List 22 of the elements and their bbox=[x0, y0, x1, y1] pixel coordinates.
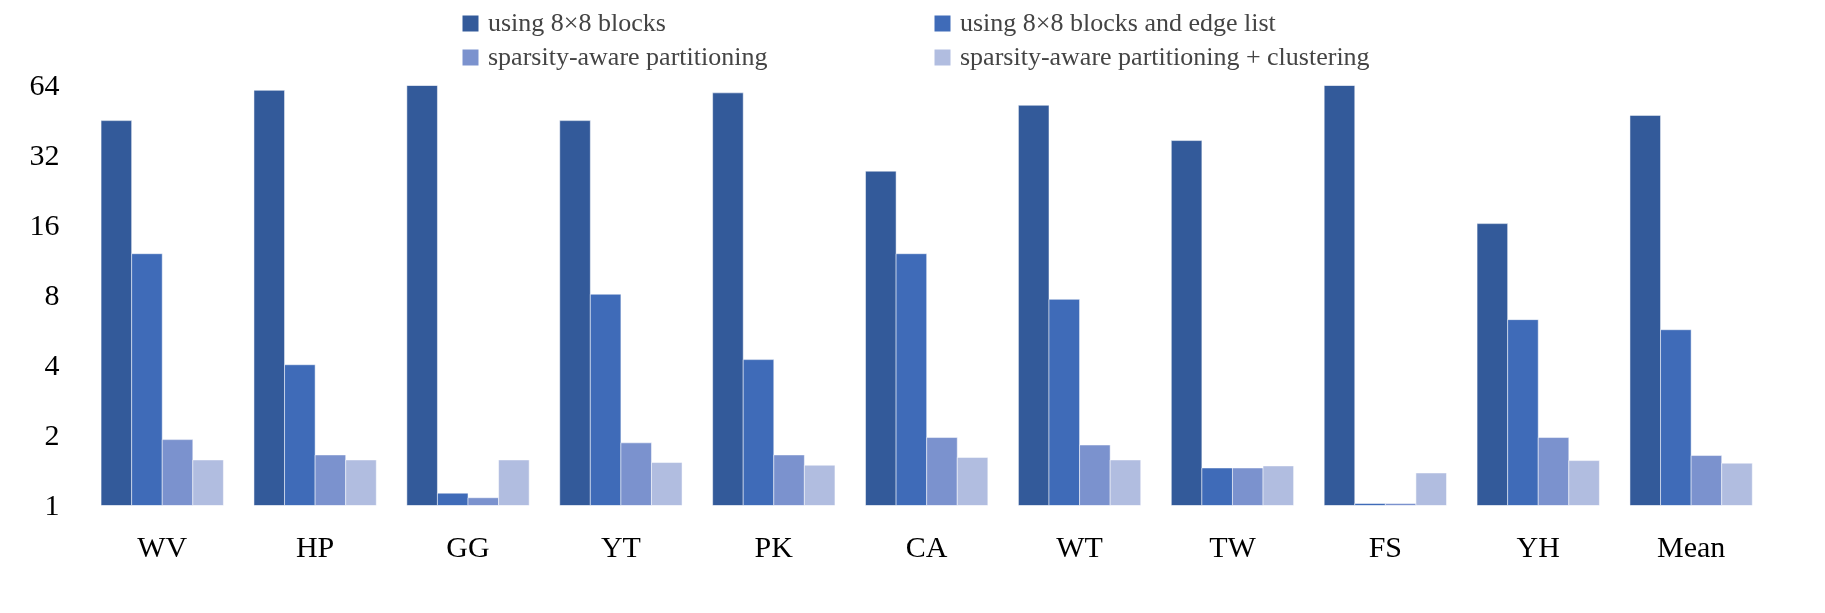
y-tick-label: 64 bbox=[29, 68, 60, 101]
x-tick-label: PK bbox=[754, 529, 794, 563]
y-tick-label: 16 bbox=[29, 208, 60, 241]
x-tick-label: TW bbox=[1209, 529, 1257, 563]
x-tick-label: Mean bbox=[1656, 529, 1726, 563]
x-tick-label: HP bbox=[295, 529, 335, 563]
x-tick-label: YH bbox=[1516, 529, 1560, 563]
x-tick-label: WV bbox=[137, 529, 188, 563]
y-tick-label: 2 bbox=[44, 418, 60, 451]
legend-label: using 8×8 blocks bbox=[488, 8, 667, 38]
legend-label: sparsity-aware partitioning + clustering bbox=[960, 42, 1371, 72]
y-tick-label: 1 bbox=[44, 488, 60, 521]
y-tick-label: 8 bbox=[44, 278, 60, 311]
x-tick-label: WT bbox=[1056, 529, 1103, 563]
x-tick-label: FS bbox=[1368, 529, 1403, 563]
x-tick-label: CA bbox=[905, 529, 948, 563]
x-tick-label: YT bbox=[600, 529, 641, 563]
y-tick-label: 32 bbox=[29, 138, 60, 171]
y-tick-label: 4 bbox=[44, 348, 60, 381]
legend-label: sparsity-aware partitioning bbox=[488, 42, 769, 72]
x-tick-label: GG bbox=[446, 529, 490, 563]
legend-label: using 8×8 blocks and edge list bbox=[960, 8, 1277, 38]
